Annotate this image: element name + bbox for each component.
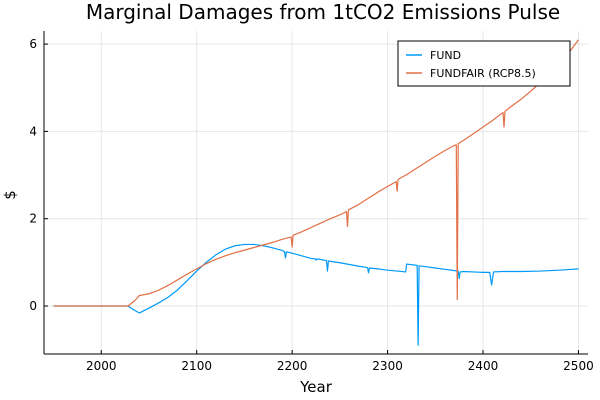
y-axis-label: $ <box>1 190 19 200</box>
x-tick-label: 2100 <box>181 359 212 373</box>
legend-box <box>397 40 571 87</box>
series-line-2 <box>53 39 579 307</box>
legend-label: FUND <box>430 49 461 62</box>
axes <box>43 31 588 355</box>
x-axis-label: Year <box>299 378 333 396</box>
x-tick-label: 2200 <box>277 359 308 373</box>
chart-title: Marginal Damages from 1tCO2 Emissions Pu… <box>86 0 560 24</box>
tick-labels: 2000 2100 2200 2300 2400 2500 0 2 4 6 <box>29 37 593 373</box>
y-tick-label: 4 <box>29 124 37 138</box>
y-tick-label: 6 <box>29 37 37 51</box>
x-tick-label: 2300 <box>372 359 403 373</box>
legend: FUND FUNDFAIR (RCP8.5) <box>397 40 571 87</box>
x-tick-label: 2500 <box>563 359 594 373</box>
plot-area <box>53 39 579 346</box>
legend-label: FUNDFAIR (RCP8.5) <box>430 67 536 80</box>
series-line-1 <box>53 243 579 346</box>
x-tick-label: 2000 <box>86 359 117 373</box>
y-tick-label: 0 <box>29 299 37 313</box>
x-tick-label: 2400 <box>468 359 499 373</box>
y-tick-label: 2 <box>29 212 37 226</box>
